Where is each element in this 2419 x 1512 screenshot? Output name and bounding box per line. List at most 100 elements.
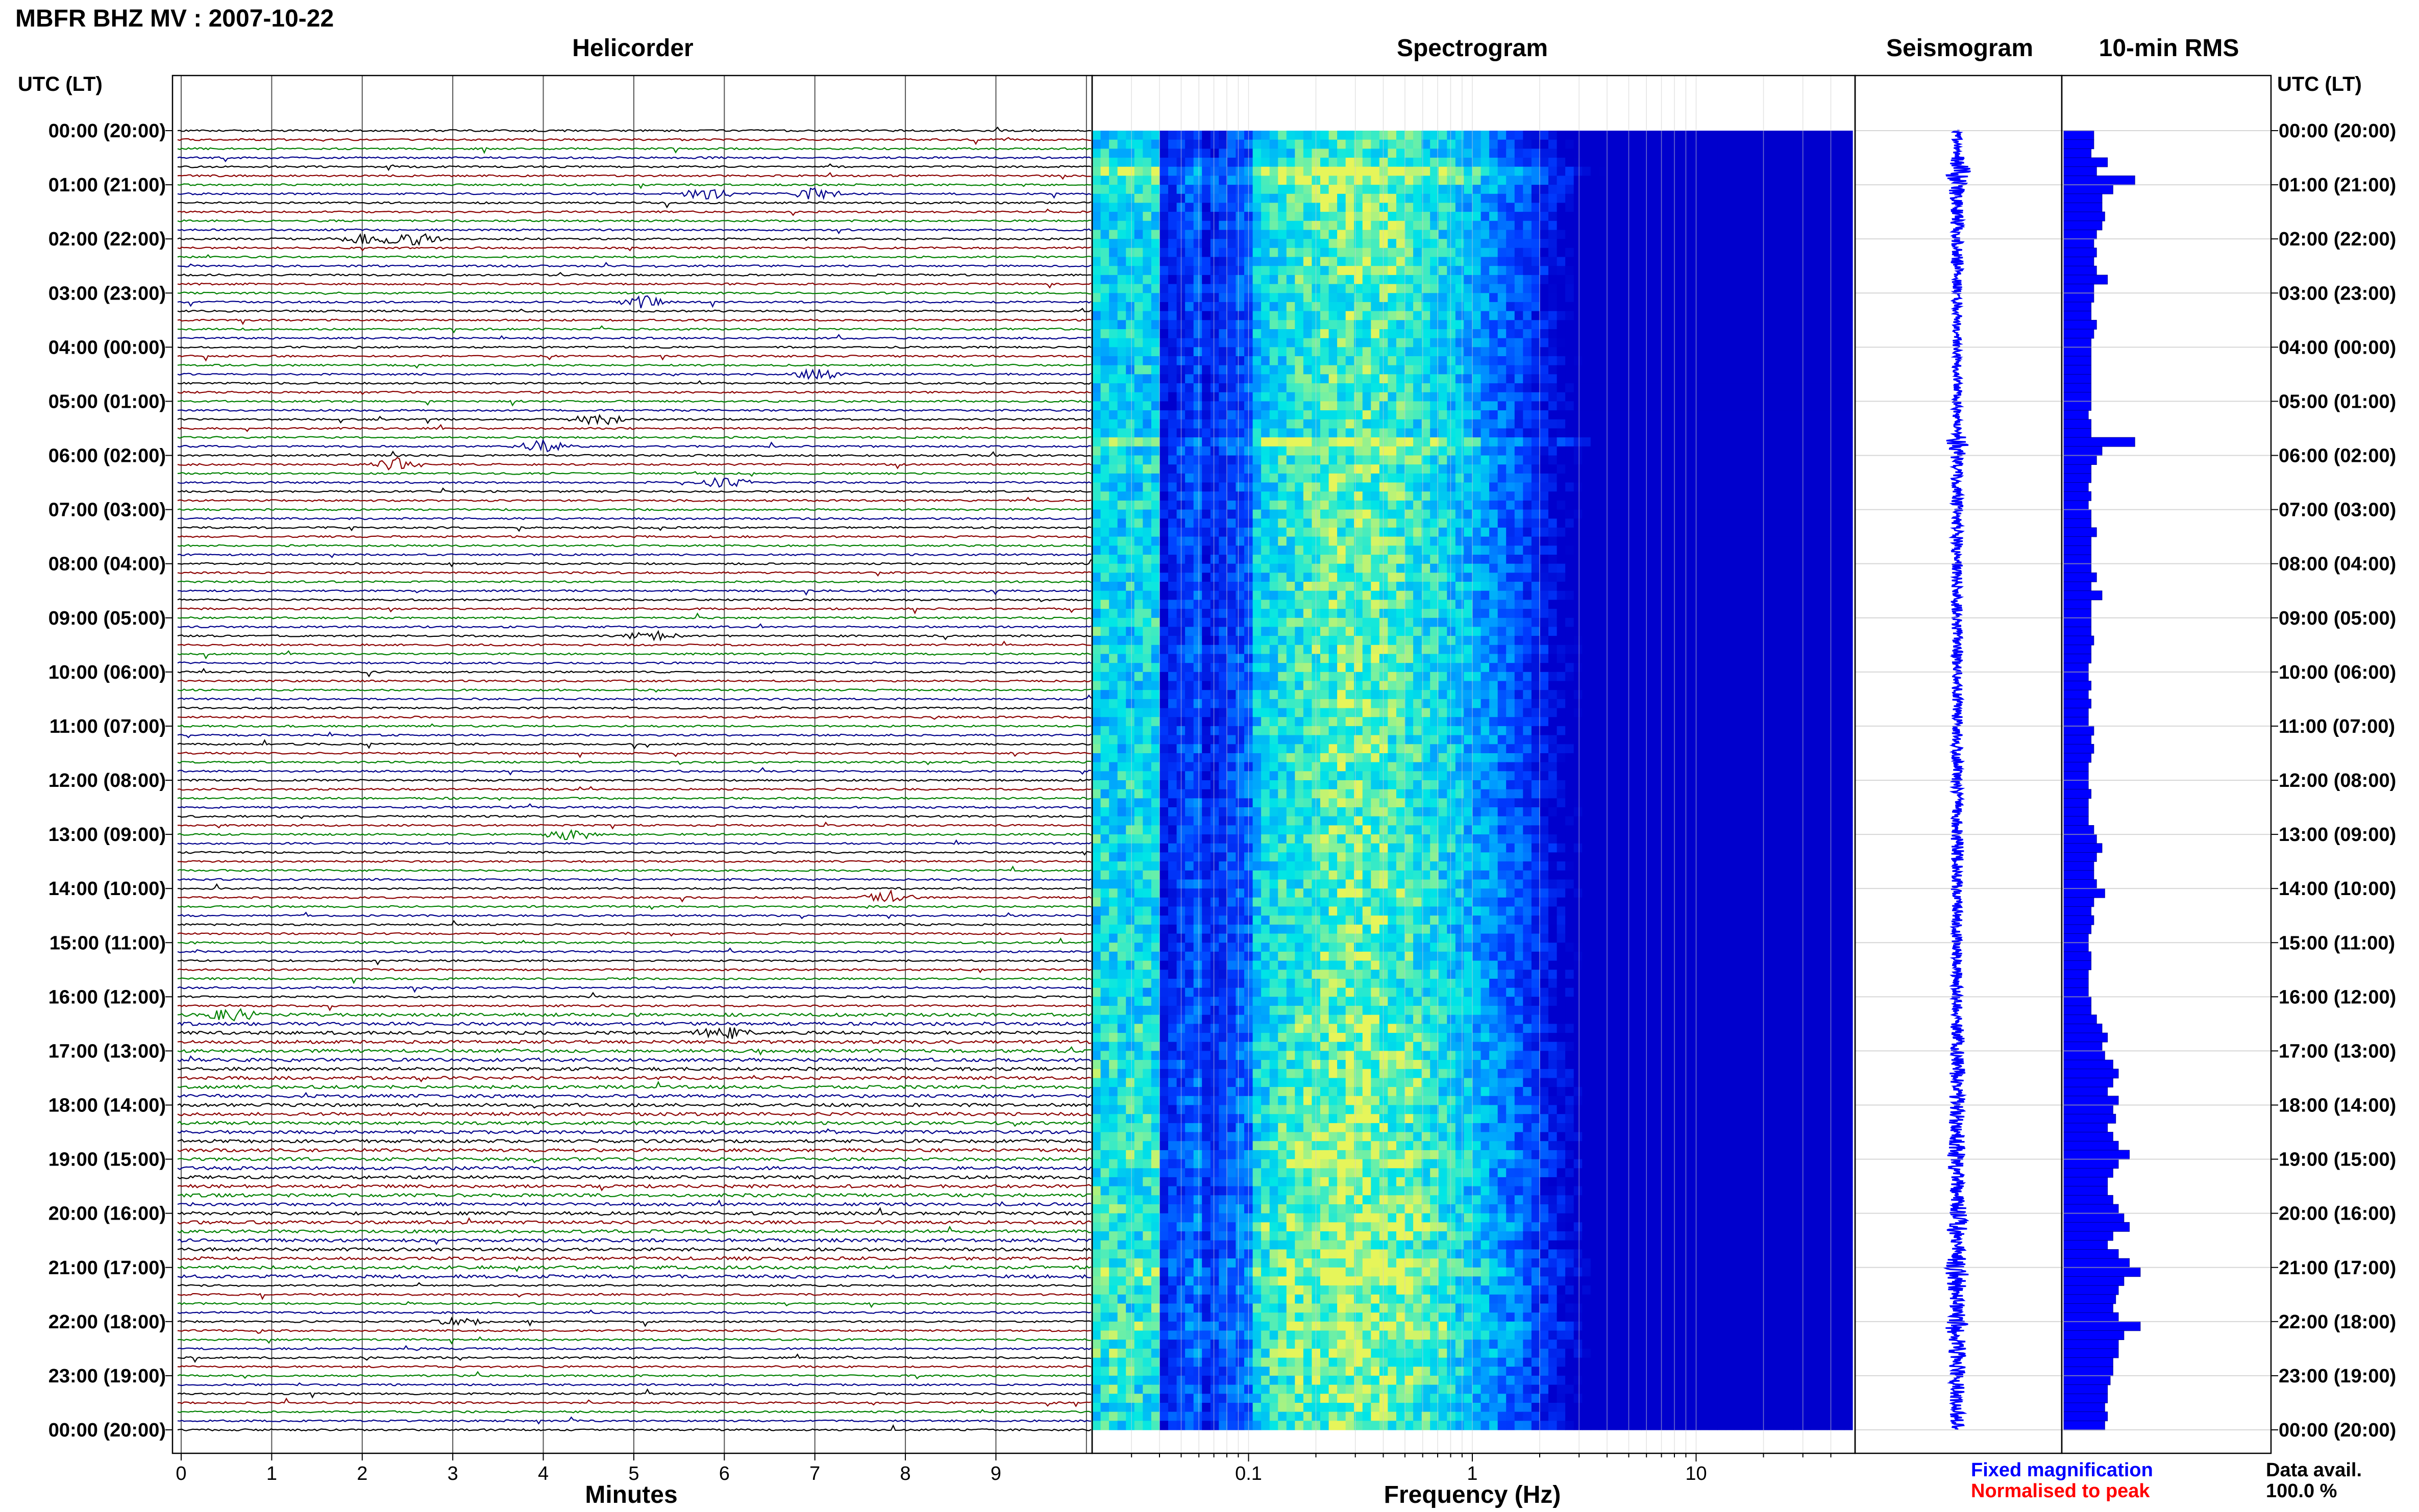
spectrogram-cell — [1742, 239, 1751, 249]
spectrogram-cell — [1523, 392, 1532, 402]
spectrogram-cell — [1413, 320, 1422, 330]
spectrogram-cell — [1700, 518, 1710, 528]
spectrogram-cell — [1641, 609, 1650, 618]
spectrogram-cell — [1582, 356, 1591, 366]
spectrogram-cell — [1219, 203, 1228, 212]
spectrogram-cell — [1303, 509, 1313, 519]
spectrogram-cell — [1269, 627, 1278, 636]
spectrogram-cell — [1633, 320, 1642, 330]
spectrogram-cell — [1472, 230, 1482, 239]
spectrogram-cell — [1565, 302, 1574, 312]
spectrogram-cell — [1818, 139, 1828, 149]
spectrogram-cell — [1354, 374, 1363, 384]
spectrogram-cell — [1590, 410, 1599, 420]
spectrogram-cell — [1438, 518, 1447, 528]
spectrogram-cell — [1573, 392, 1583, 402]
spectrogram-cell — [1303, 546, 1313, 555]
spectrogram-cell — [1464, 230, 1473, 239]
spectrogram-cell — [1236, 203, 1245, 212]
spectrogram-cell — [1278, 536, 1287, 546]
spectrogram-cell — [1354, 257, 1363, 266]
spectrogram-cell — [1320, 500, 1329, 510]
spectrogram-cell — [1100, 347, 1109, 357]
spectrogram-cell — [1658, 284, 1667, 293]
spectrogram-cell — [1548, 257, 1558, 266]
spectrogram-cell — [1793, 266, 1803, 276]
spectrogram-cell — [1413, 347, 1422, 357]
spectrogram-cell — [1092, 347, 1101, 357]
spectrogram-cell — [1337, 139, 1346, 149]
spectrogram-cell — [1835, 166, 1845, 176]
spectrogram-cell — [1835, 257, 1845, 266]
spectrogram-cell — [1810, 410, 1819, 420]
spectrogram-cell — [1472, 212, 1482, 221]
spectrogram-cell — [1421, 410, 1430, 420]
spectrogram-cell — [1497, 293, 1507, 303]
spectrogram-cell — [1337, 536, 1346, 546]
spectrogram-cell — [1742, 536, 1751, 546]
spectrogram-cell — [1286, 546, 1295, 555]
spectrogram-cell — [1742, 212, 1751, 221]
spectrogram-cell — [1261, 609, 1270, 618]
spectrogram-cell — [1421, 555, 1430, 564]
spectrogram-cell — [1709, 590, 1718, 600]
spectrogram-cell — [1827, 419, 1836, 429]
spectrogram-cell — [1801, 185, 1811, 194]
spectrogram-cell — [1430, 166, 1439, 176]
spectrogram-cell — [1506, 257, 1515, 266]
spectrogram-cell — [1100, 247, 1109, 258]
spectrogram-cell — [1599, 239, 1608, 249]
spectrogram-cell — [1827, 166, 1836, 176]
spectrogram-cell — [1649, 383, 1659, 393]
spectrogram-cell — [1742, 527, 1751, 537]
spectrogram-cell — [1827, 131, 1836, 140]
spectrogram-cell — [1236, 527, 1245, 537]
spectrogram-cell — [1582, 284, 1591, 293]
spectrogram-cell — [1345, 166, 1354, 176]
spectrogram-cell — [1413, 573, 1422, 582]
spectrogram-cell — [1185, 365, 1194, 375]
spectrogram-cell — [1379, 428, 1389, 438]
spectrogram-cell — [1345, 203, 1354, 212]
spectrogram-cell — [1776, 455, 1786, 465]
spectrogram-cell — [1168, 500, 1177, 510]
spectrogram-cell — [1616, 609, 1625, 618]
spectrogram-cell — [1159, 464, 1169, 474]
spectrogram-cell — [1278, 166, 1287, 176]
spectrogram-cell — [1328, 437, 1338, 447]
spectrogram-cell — [1844, 563, 1853, 573]
spectrogram-cell — [1159, 247, 1169, 258]
spectrogram-cell — [1506, 491, 1515, 501]
spectrogram-cell — [1531, 166, 1541, 176]
spectrogram-cell — [1134, 247, 1143, 258]
spectrogram-cell — [1185, 239, 1194, 249]
spectrogram-cell — [1117, 176, 1126, 185]
spectrogram-cell — [1388, 419, 1397, 429]
spectrogram-cell — [1447, 176, 1456, 185]
spectrogram-cell — [1379, 302, 1389, 312]
spectrogram-cell — [1616, 275, 1625, 285]
spectrogram-cell — [1785, 284, 1794, 293]
spectrogram-cell — [1514, 166, 1523, 176]
spectrogram-cell — [1489, 464, 1498, 474]
spectrogram-cell — [1328, 446, 1338, 456]
spectrogram-cell — [1354, 320, 1363, 330]
spectrogram-cell — [1371, 401, 1380, 411]
spectrogram-cell — [1396, 139, 1405, 149]
spectrogram-cell — [1236, 437, 1245, 447]
spectrogram-cell — [1303, 176, 1313, 185]
spectrogram-cell — [1793, 329, 1803, 339]
spectrogram-cell — [1320, 536, 1329, 546]
spectrogram-cell — [1497, 212, 1507, 221]
spectrogram-cell — [1227, 257, 1237, 266]
spectrogram-cell — [1261, 590, 1270, 600]
spectrogram-cell — [1742, 401, 1751, 411]
spectrogram-cell — [1480, 419, 1490, 429]
spectrogram-cell — [1430, 338, 1439, 348]
spectrogram-cell — [1328, 464, 1338, 474]
spectrogram-cell — [1126, 338, 1135, 348]
spectrogram-cell — [1092, 220, 1101, 231]
spectrogram-cell — [1354, 500, 1363, 510]
spectrogram-cell — [1286, 257, 1295, 266]
spectrogram-cell — [1295, 338, 1304, 348]
